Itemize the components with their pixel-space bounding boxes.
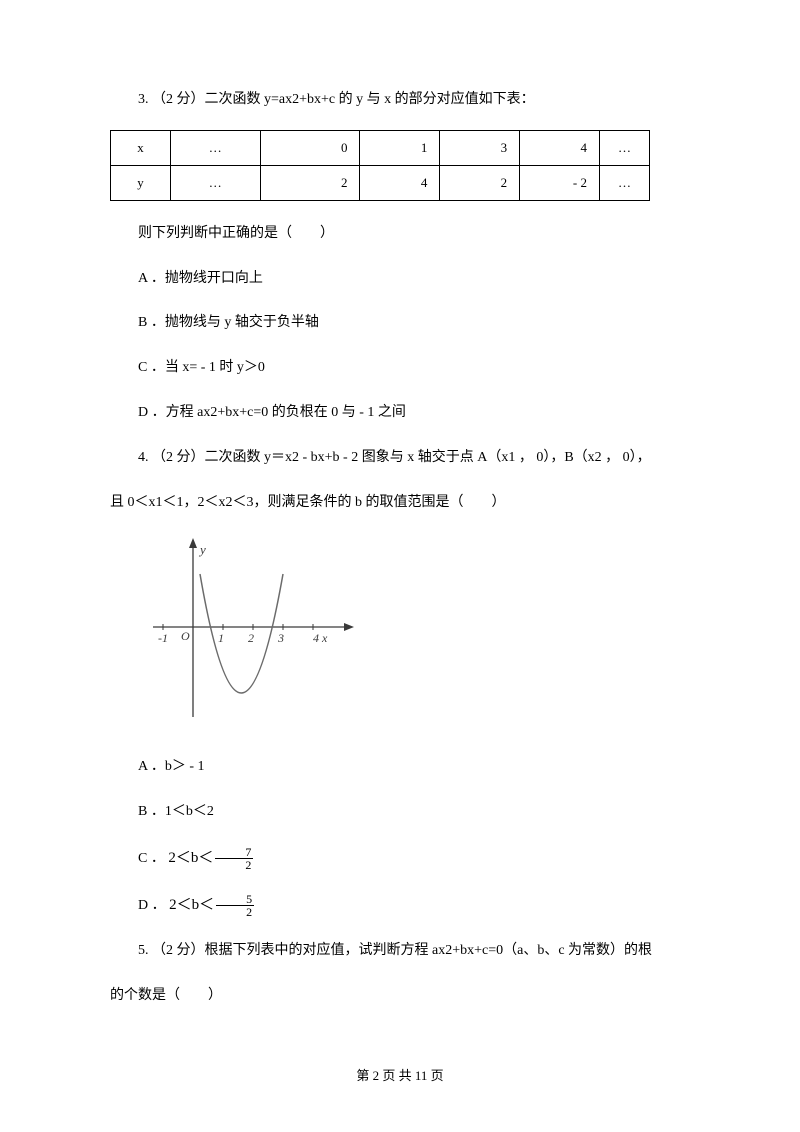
page-footer: 第 2 页 共 11 页 — [0, 1065, 800, 1084]
tick-label: 1 — [218, 631, 224, 645]
q3-choice-d: D ．方程 ax2+bx+c=0 的负根在 0 与 - 1 之间 — [110, 398, 690, 429]
x-axis-arrow — [344, 623, 354, 631]
parabola-curve — [200, 574, 283, 693]
q4-choice-c: C ． 2＜b＜72 — [110, 842, 690, 875]
tick-label: 3 — [277, 631, 284, 645]
lhs: 2＜b＜ — [169, 897, 214, 913]
table-cell: … — [170, 130, 260, 165]
table-cell: … — [600, 130, 650, 165]
table-cell: … — [170, 165, 260, 200]
table-cell: x — [111, 130, 171, 165]
tick-label: -1 — [158, 631, 168, 645]
table-cell: 2 — [440, 165, 520, 200]
choice-prefix: D ． — [138, 898, 166, 913]
x-axis-label: x — [321, 631, 328, 645]
y-axis-arrow — [189, 538, 197, 548]
lhs: 2＜b＜ — [168, 850, 213, 866]
y-axis-label: y — [198, 542, 206, 557]
table-cell: … — [600, 165, 650, 200]
table-cell: 3 — [440, 130, 520, 165]
frac-den: 2 — [215, 859, 253, 871]
tick-label: 4 — [313, 631, 319, 645]
frac-den: 2 — [216, 906, 254, 918]
table-row: y … 2 4 2 - 2 … — [111, 165, 650, 200]
table-cell: 0 — [260, 130, 360, 165]
table-cell: 4 — [360, 165, 440, 200]
table-cell: 2 — [260, 165, 360, 200]
table-row: x … 0 1 3 4 … — [111, 130, 650, 165]
q3-stem: 3. （2 分）二次函数 y=ax2+bx+c 的 y 与 x 的部分对应值如下… — [110, 85, 690, 116]
q4-choice-a: A ．b＞ - 1 — [110, 752, 690, 783]
origin-label: O — [181, 629, 190, 643]
q5-stem-a: 5. （2 分）根据下列表中的对应值，试判断方程 ax2+bx+c=0（a、b、… — [110, 936, 690, 967]
table-cell: - 2 — [520, 165, 600, 200]
q3-follow: 则下列判断中正确的是（ ） — [110, 219, 690, 250]
tick-label: 2 — [248, 631, 254, 645]
table-cell: y — [111, 165, 171, 200]
q5-stem-b: 的个数是（ ） — [110, 981, 690, 1012]
q3-choice-c: C ．当 x= - 1 时 y＞0 — [110, 353, 690, 384]
q4-stem-b: 且 0＜x1＜1，2＜x2＜3，则满足条件的 b 的取值范围是（ ） — [110, 488, 690, 519]
q4-parabola-chart: -1 1 2 3 4 x O y — [138, 532, 690, 732]
q4-choice-d: D ． 2＜b＜52 — [110, 889, 690, 922]
table-cell: 4 — [520, 130, 600, 165]
q4-stem-a: 4. （2 分）二次函数 y＝x2 - bx+b - 2 图象与 x 轴交于点 … — [110, 443, 690, 474]
q3-choice-b: B ．抛物线与 y 轴交于负半轴 — [110, 308, 690, 339]
table-cell: 1 — [360, 130, 440, 165]
choice-prefix: C ． — [138, 851, 165, 866]
q3-table: x … 0 1 3 4 … y … 2 4 2 - 2 … — [110, 130, 650, 201]
q3-choice-a: A ．抛物线开口向上 — [110, 264, 690, 295]
q4-choice-b: B ．1＜b＜2 — [110, 797, 690, 828]
